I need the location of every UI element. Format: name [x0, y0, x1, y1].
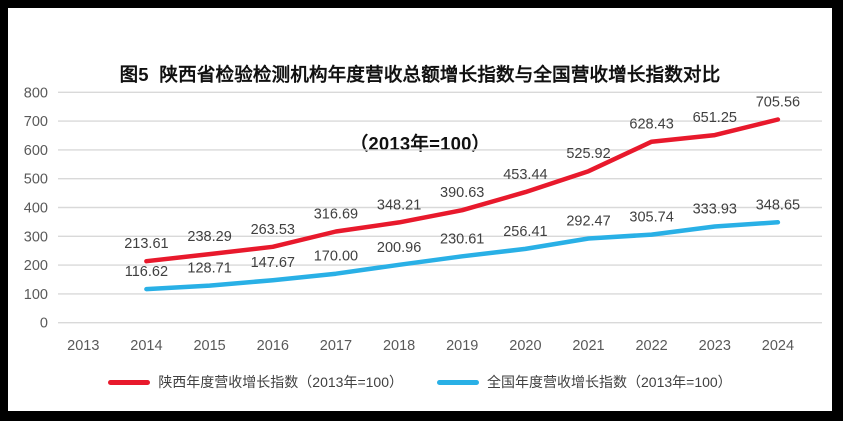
legend-item-shaanxi: 陕西年度营收增长指数（2013年=100）: [108, 372, 403, 392]
legend-label-shaanxi: 陕西年度营收增长指数（2013年=100）: [158, 374, 403, 390]
y-tick-label: 200: [24, 258, 48, 274]
y-tick-label: 700: [24, 114, 48, 130]
y-tick-label: 500: [24, 172, 48, 188]
y-tick-label: 600: [24, 143, 48, 159]
data-label-series-0: 238.29: [187, 229, 231, 245]
legend-label-national: 全国年度营收增长指数（2013年=100）: [487, 374, 732, 390]
chart-legend: 陕西年度营收增长指数（2013年=100） 全国年度营收增长指数（2013年=1…: [8, 372, 832, 392]
data-label-series-0: 705.56: [756, 95, 800, 111]
data-label-series-0: 651.25: [693, 110, 737, 126]
data-label-series-1: 200.96: [377, 240, 421, 256]
data-label-series-1: 305.74: [629, 210, 673, 226]
data-label-series-1: 348.65: [756, 197, 800, 213]
data-label-series-1: 292.47: [566, 214, 610, 230]
x-tick-label: 2015: [193, 338, 225, 354]
data-label-series-1: 333.93: [693, 202, 737, 218]
data-label-series-1: 256.41: [503, 224, 547, 240]
chart-title-line1: 图5 陕西省检验检测机构年度营收总额增长指数与全国营收增长指数对比: [119, 64, 721, 85]
national-line-swatch: [437, 379, 479, 385]
series-line-1: [144, 220, 781, 292]
chart-title-line2: （2013年=100）: [349, 133, 491, 154]
x-tick-label: 2021: [572, 338, 604, 354]
data-label-series-1: 116.62: [125, 264, 168, 280]
data-label-series-1: 147.67: [251, 255, 295, 271]
y-tick-label: 400: [24, 201, 48, 217]
x-tick-label: 2017: [320, 338, 352, 354]
data-label-series-0: 316.69: [314, 207, 358, 223]
x-tick-label: 2013: [67, 338, 99, 354]
data-label-series-1: 170.00: [314, 249, 358, 265]
y-tick-label: 800: [24, 85, 48, 101]
data-label-series-0: 348.21: [377, 197, 421, 213]
data-label-series-0: 453.44: [503, 167, 547, 183]
data-label-series-0: 628.43: [629, 117, 673, 133]
x-tick-label: 2023: [699, 338, 731, 354]
y-tick-label: 0: [40, 316, 48, 332]
data-label-series-0: 525.92: [566, 146, 610, 162]
x-tick-label: 2022: [635, 338, 667, 354]
x-tick-label: 2018: [383, 338, 415, 354]
data-label-series-1: 128.71: [187, 261, 231, 277]
x-tick-label: 2016: [257, 338, 289, 354]
series-line-0: [144, 117, 781, 264]
data-label-series-0: 213.61: [124, 236, 168, 252]
shaanxi-line-swatch: [108, 379, 151, 385]
x-tick-label: 2024: [762, 338, 794, 354]
data-label-series-0: 263.53: [251, 222, 295, 238]
y-tick-label: 100: [24, 287, 48, 303]
x-tick-label: 2014: [130, 338, 162, 354]
chart-plot-area: 0 100 200 300 400 500 600 700 800 2013 2014 2015 201…: [24, 85, 822, 354]
x-tick-label: 2020: [509, 338, 541, 354]
y-tick-label: 300: [24, 229, 48, 245]
chart-canvas: 图5 陕西省检验检测机构年度营收总额增长指数与全国营收增长指数对比 （2013年…: [8, 8, 832, 411]
data-label-series-1: 230.61: [440, 231, 484, 247]
data-label-series-0: 390.63: [440, 185, 484, 201]
x-tick-label: 2019: [446, 338, 478, 354]
legend-item-national: 全国年度营收增长指数（2013年=100）: [437, 372, 732, 392]
chart-title: 图5 陕西省检验检测机构年度营收总额增长指数与全国营收增长指数对比 （2013年…: [8, 17, 832, 201]
